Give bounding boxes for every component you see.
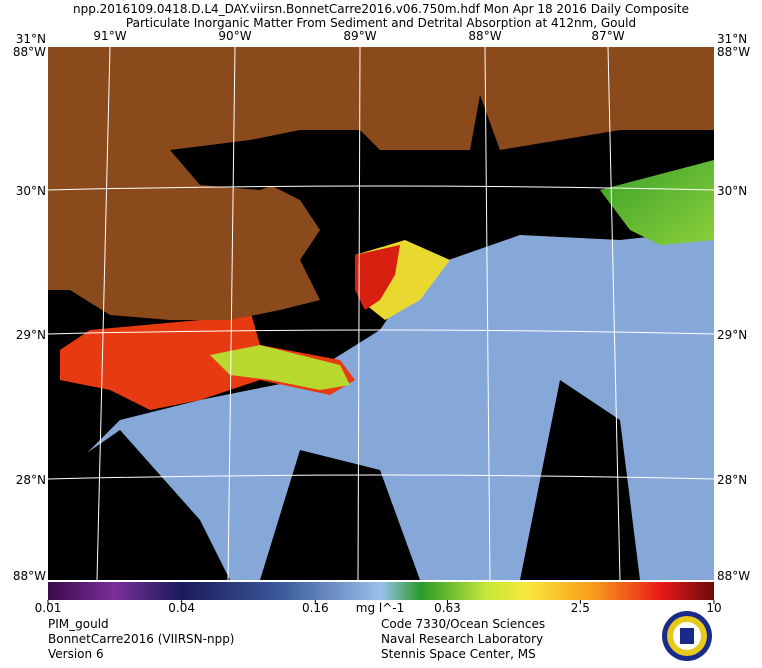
lon-label: 88°W (468, 29, 501, 43)
plume-east-core (355, 245, 400, 310)
lat-labels: 30°N 29°N 28°N 30°N 29°N 28°N 31°N 88°W … (13, 32, 750, 583)
graticule (47, 46, 715, 581)
corner-label: 88°W (13, 45, 46, 59)
footer-right: Naval Research Laboratory (381, 632, 543, 646)
map (47, 46, 715, 581)
lon-label: 91°W (93, 29, 126, 43)
corner-label: 88°W (717, 569, 750, 583)
logo (662, 611, 712, 661)
corner-label: 31°N (717, 32, 747, 46)
lat-label: 28°N (717, 473, 747, 487)
footer-left: Version 6 (48, 647, 104, 661)
lat-label: 29°N (717, 328, 747, 342)
colorbar-tick-label: 0.04 (168, 601, 195, 615)
plume-west (60, 310, 355, 410)
lon-label: 87°W (591, 29, 624, 43)
colorbar-tick-label: 0.16 (302, 601, 329, 615)
lake (170, 140, 300, 190)
corner-label: 88°W (717, 45, 750, 59)
colorbar-tick-label: 0.01 (35, 601, 62, 615)
lon-label: 89°W (343, 29, 376, 43)
colorbar-unit: mg l^-1 (356, 601, 404, 615)
title: npp.2016109.0418.D.L4_DAY.viirsn.BonnetC… (73, 2, 689, 16)
subtitle: Particulate Inorganic Matter From Sedime… (126, 16, 636, 30)
footer-right: Stennis Space Center, MS (381, 647, 536, 661)
lon-labels: 91°W 90°W 89°W 88°W 87°W (93, 29, 624, 43)
colorbar (48, 582, 714, 600)
colorbar-ticks: 0.01 0.04 0.16 0.63 2.5 10 (35, 600, 722, 615)
footer-left: PIM_gould (48, 617, 109, 631)
corner-label: 88°W (13, 569, 46, 583)
footer-left: BonnetCarre2016 (VIIRSN-npp) (48, 632, 235, 646)
lat-label: 30°N (717, 184, 747, 198)
corner-label: 31°N (16, 32, 46, 46)
land (48, 47, 714, 320)
lat-label: 30°N (16, 184, 46, 198)
cloud-mask (48, 380, 640, 580)
lat-label: 29°N (16, 328, 46, 342)
footer-right: Code 7330/Ocean Sciences (381, 617, 545, 631)
lat-label: 28°N (16, 473, 46, 487)
plume-west-edge (210, 345, 350, 390)
colorbar-tick-label: 10 (706, 601, 721, 615)
shelf-plume (600, 160, 714, 245)
lon-label: 90°W (218, 29, 251, 43)
colorbar-tick-label: 2.5 (571, 601, 590, 615)
colorbar-tick-label: 0.63 (434, 601, 461, 615)
